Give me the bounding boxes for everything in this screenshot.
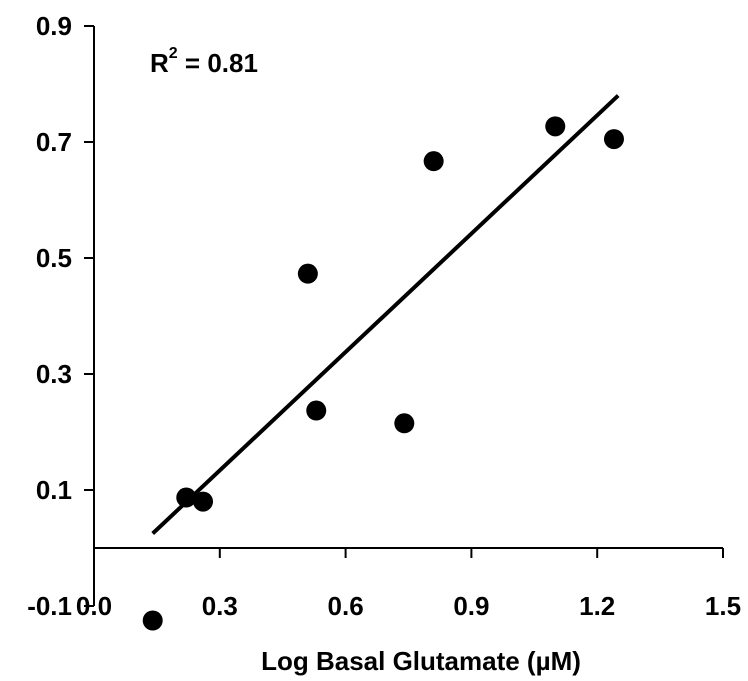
data-point (545, 116, 566, 137)
data-point (142, 610, 163, 631)
x-tick-label: 0.6 (328, 591, 364, 621)
r-squared-superscript: 2 (169, 45, 178, 62)
r-squared-base: R (150, 48, 169, 78)
y-tick-label: -0.1 (27, 591, 72, 621)
y-tick-label: 0.7 (36, 127, 72, 157)
data-point (176, 487, 197, 508)
r-squared-annotation: R2 = 0.81 (150, 45, 258, 78)
data-point (394, 413, 415, 434)
x-tick-label: 1.5 (705, 591, 741, 621)
x-tick-label: 1.2 (579, 591, 615, 621)
plot-area: -0.1 0.1 0.3 0.5 0.7 0.9 0.0 0.3 0.6 0.9 1.2 1.5 (27, 11, 741, 631)
y-tick-label: 0.5 (36, 243, 72, 273)
x-tick-label: 0.0 (76, 591, 112, 621)
data-point (423, 151, 444, 172)
x-tick-label: 0.3 (202, 591, 238, 621)
y-tick-label: 0.9 (36, 11, 72, 41)
data-point (297, 263, 318, 284)
r-squared-value: = 0.81 (178, 48, 258, 78)
data-point (193, 491, 214, 512)
y-tick-label: 0.3 (36, 359, 72, 389)
trendline (151, 94, 620, 535)
data-point (603, 129, 624, 150)
x-tick-label: 0.9 (453, 591, 489, 621)
y-tick-label: 0.1 (36, 475, 72, 505)
data-point (306, 400, 327, 421)
x-axis-title: Log Basal Glutamate (µM) (261, 646, 581, 676)
